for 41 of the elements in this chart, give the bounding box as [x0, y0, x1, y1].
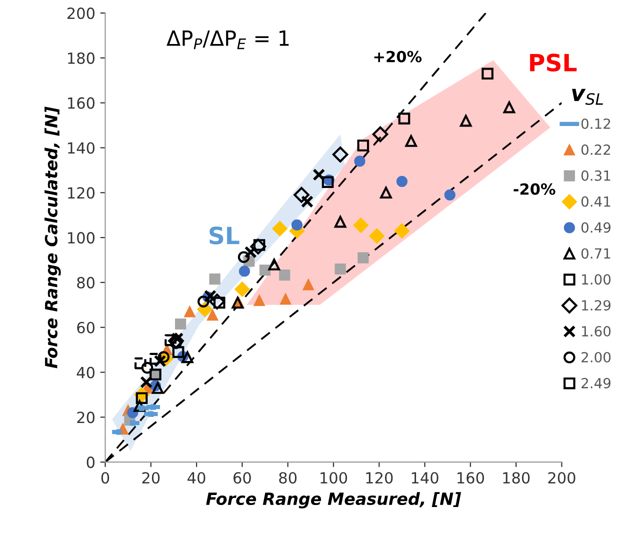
annotation: +20%	[374, 50, 422, 62]
annotation: SL	[210, 226, 240, 244]
x-tick-label: 100	[320, 472, 348, 484]
x-tick-label: 160	[458, 472, 484, 484]
x-tick-label: 200	[548, 472, 576, 484]
legend-label: 1.29	[582, 300, 610, 311]
x-tick-label: 60	[234, 472, 251, 484]
y-axis-title: Force Range Calculated, [N]	[44, 106, 61, 368]
x-axis-title: Force Range Measured, [N]	[206, 492, 462, 508]
x-tick-label: 20	[142, 472, 160, 484]
y-tick-label: 140	[68, 142, 95, 154]
legend-label: 1.60	[582, 326, 611, 337]
y-tick-label: 100	[68, 232, 95, 244]
x-tick-label: 80	[279, 472, 297, 484]
y-tick-label: 60	[77, 322, 95, 334]
legend-label: 0.22	[581, 144, 610, 155]
legend-label: 0.71	[581, 248, 610, 259]
legend-label: 0.31	[581, 170, 610, 181]
x-tick-label: 180	[503, 472, 530, 484]
legend-label: 0.49	[581, 222, 610, 233]
x-tick-label: 40	[188, 472, 206, 484]
y-tick-label: 40	[76, 366, 95, 378]
x-tick-label: 140	[412, 472, 438, 484]
legend-label: 1.00	[582, 274, 611, 285]
y-tick-label: 160	[68, 97, 95, 109]
annotation: ΔP$_{P}$/ΔP$_{E}$ = 1	[166, 30, 289, 50]
y-tick-label: 80	[77, 276, 95, 288]
legend-label: 0.12	[581, 118, 610, 129]
x-tick-label: 0	[101, 472, 110, 484]
legend-label: 2.00	[582, 352, 611, 362]
legend-title: v$_{SL}$	[572, 88, 603, 105]
y-tick-label: 120	[68, 187, 95, 199]
x-tick-label: 120	[366, 472, 393, 484]
annotation: PSL	[530, 54, 577, 72]
legend-label: 0.41	[581, 196, 610, 207]
y-tick-label: 180	[68, 52, 95, 64]
annotation: -20%	[514, 183, 556, 195]
legend-label: 2.49	[582, 378, 610, 388]
y-tick-label: 200	[67, 7, 95, 20]
y-tick-label: 20	[77, 412, 95, 424]
y-tick-label: 0	[86, 456, 95, 468]
